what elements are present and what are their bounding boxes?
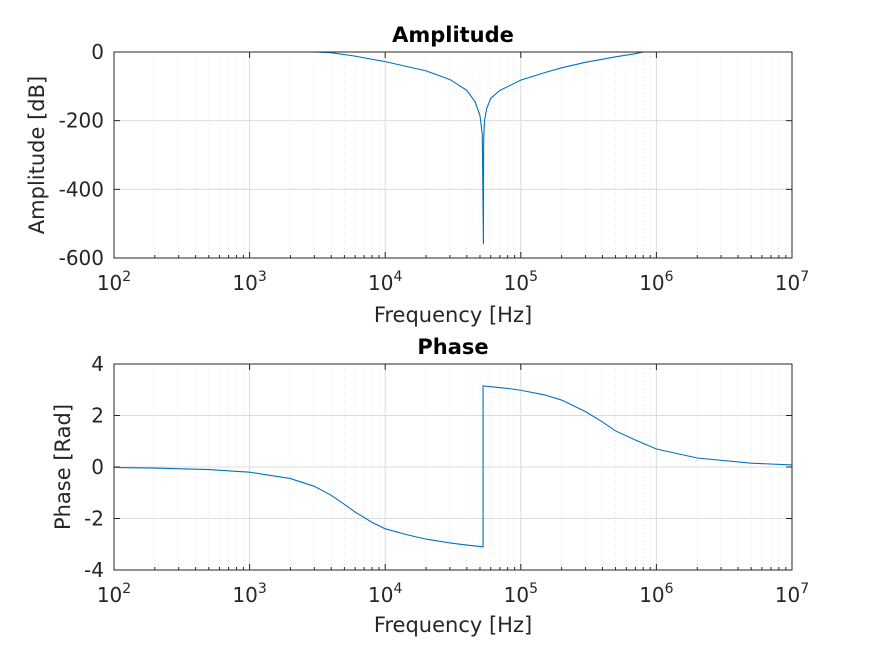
amplitude-x-tick-label: 104 — [368, 269, 402, 295]
amplitude-grid — [113, 51, 793, 259]
amplitude-ylabel: Amplitude [dB] — [25, 76, 49, 234]
phase-plot: 102 103 104 105 106 107 -4 -2 0 2 4 Phase Frequenc… — [51, 335, 809, 637]
phase-xlabel: Frequency [Hz] — [374, 613, 532, 637]
amplitude-x-tick-label: 103 — [232, 269, 266, 295]
phase-x-tick-label: 107 — [775, 581, 809, 607]
phase-axes-box — [113, 363, 793, 571]
phase-line — [113, 385, 793, 548]
amplitude-xlabel: Frequency [Hz] — [374, 303, 532, 327]
amplitude-plot: 102 103 104 105 106 107 -600 -400 -200 0 Amplitud… — [25, 23, 809, 327]
amplitude-y-tick-label: 0 — [91, 40, 104, 64]
amplitude-y-tick-label: -600 — [59, 246, 104, 270]
phase-y-tick-label: -4 — [84, 558, 104, 582]
phase-y-tick-label: 2 — [91, 404, 104, 428]
phase-title: Phase — [417, 335, 488, 359]
amplitude-y-tick-label: -400 — [59, 177, 104, 201]
phase-grid — [113, 363, 793, 571]
phase-ticks: 102 103 104 105 106 107 -4 -2 0 2 4 — [84, 352, 809, 607]
phase-x-tick-label: 105 — [504, 581, 538, 607]
amplitude-title: Amplitude — [392, 23, 514, 47]
phase-ylabel: Phase [Rad] — [51, 404, 75, 530]
phase-x-tick-label: 104 — [368, 581, 402, 607]
phase-x-tick-label: 106 — [639, 581, 673, 607]
phase-y-tick-label: 0 — [91, 455, 104, 479]
phase-y-tick-label: 4 — [91, 352, 104, 376]
amplitude-x-tick-label: 102 — [97, 269, 131, 295]
amplitude-y-tick-label: -200 — [59, 109, 104, 133]
phase-y-tick-label: -2 — [84, 507, 104, 531]
amplitude-line — [114, 51, 792, 245]
phase-x-tick-label: 103 — [232, 581, 266, 607]
amplitude-axes-box — [113, 51, 793, 259]
amplitude-ticks: 102 103 104 105 106 107 -600 -400 -200 0 — [59, 40, 810, 295]
amplitude-x-tick-label: 105 — [504, 269, 538, 295]
amplitude-x-tick-label: 106 — [639, 269, 673, 295]
amplitude-x-tick-label: 107 — [775, 269, 809, 295]
phase-x-tick-label: 102 — [97, 581, 131, 607]
